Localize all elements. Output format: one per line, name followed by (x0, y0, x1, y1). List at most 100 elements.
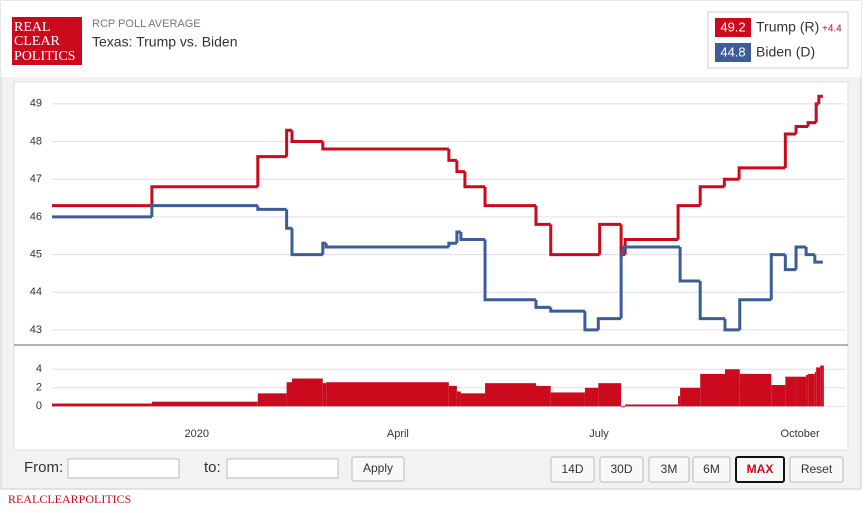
spread-area (286, 382, 292, 407)
line-step (794, 245, 807, 270)
line-step (678, 247, 701, 283)
line-step (596, 317, 622, 330)
kicker: RCP POLL AVERAGE (92, 18, 201, 30)
range-button[interactable] (550, 456, 595, 483)
range-button[interactable] (789, 456, 844, 483)
line-step (285, 128, 292, 157)
range-button[interactable] (599, 456, 644, 483)
line-step (459, 231, 486, 241)
spread-area (257, 393, 287, 407)
spread-area (485, 383, 536, 407)
line-step (723, 318, 740, 332)
spread-area (796, 376, 807, 407)
logo: CLEAR (14, 34, 61, 49)
line-step (783, 254, 797, 272)
x-tick-label: October (781, 428, 820, 440)
line-step (676, 204, 701, 240)
spread-area (785, 376, 797, 407)
line-step (598, 222, 622, 255)
line-step (290, 130, 323, 144)
range-label: Reset (801, 462, 833, 476)
line-step (722, 177, 740, 187)
line-step (290, 228, 323, 257)
spread-area (598, 383, 622, 407)
line-step (534, 299, 551, 309)
spread-area (625, 404, 679, 407)
legend-name: Biden (D) (756, 44, 815, 60)
spread-area (771, 385, 786, 407)
range-label: MAX (747, 462, 774, 476)
line-step (285, 209, 292, 230)
spread-label: +4.4 (822, 24, 842, 35)
legend-value: 44.8 (720, 44, 745, 59)
line-step (150, 204, 258, 217)
logo-box (12, 17, 82, 65)
spread-area (322, 383, 327, 407)
line-step (483, 186, 536, 208)
logo: POLITICS (14, 49, 75, 64)
spread-area (326, 382, 449, 407)
from-label: From: (24, 459, 63, 476)
y-tick-label: 48 (30, 135, 42, 147)
line-step (621, 245, 681, 255)
line-step (549, 224, 600, 257)
spread-area (822, 365, 824, 407)
y-tick-label: 4 (36, 363, 42, 375)
line-step (455, 160, 465, 174)
range-label: 6M (703, 462, 720, 476)
y-tick-label: 45 (30, 248, 42, 260)
spread-area (725, 369, 740, 407)
line-step (769, 253, 786, 300)
to-input[interactable] (226, 458, 339, 479)
line-step (549, 307, 585, 313)
apply-button[interactable] (351, 456, 405, 482)
spread-area (678, 396, 681, 407)
legend-name: Trump (R) (756, 19, 819, 35)
y-tick-label: 49 (30, 98, 42, 110)
range-label: 30D (610, 462, 632, 476)
spread-area (291, 378, 323, 407)
from-input[interactable] (67, 458, 180, 479)
y-tick-label: 47 (30, 173, 42, 185)
line-step (814, 102, 819, 123)
line-step (738, 298, 772, 330)
line-step (698, 280, 726, 321)
y-tick-label: 2 (36, 382, 42, 394)
line-step (321, 141, 449, 151)
line-step (806, 121, 817, 127)
spread-area (820, 365, 823, 407)
range-button[interactable] (648, 456, 690, 483)
line-step (623, 237, 679, 255)
spread-area (456, 391, 461, 407)
line-step (817, 94, 821, 104)
x-tick-label: July (589, 428, 609, 440)
y-tick-label: 46 (30, 211, 42, 223)
line-step (813, 254, 823, 264)
spread-area (584, 387, 599, 407)
range-label: 14D (561, 462, 583, 476)
range-button[interactable] (692, 456, 731, 483)
line-step (737, 166, 786, 180)
y-tick-label: 0 (36, 400, 42, 412)
line-step (150, 185, 258, 206)
spread-area (52, 403, 152, 407)
y-tick-label: 44 (30, 286, 42, 298)
spread-area (814, 372, 817, 407)
spread-area (816, 367, 821, 407)
line-step (804, 247, 815, 257)
spread-area (460, 393, 486, 407)
spread-area (151, 401, 258, 407)
line-step (794, 124, 809, 134)
legend-swatch (715, 43, 751, 62)
spread-area (535, 385, 551, 407)
footer: REALCLEARPOLITICS (8, 492, 131, 506)
line-step (583, 311, 599, 332)
logo: REAL (14, 20, 51, 35)
spread-area (808, 373, 815, 407)
spread-area (739, 373, 772, 407)
line-step (324, 243, 449, 249)
y-tick-label: 43 (30, 324, 42, 336)
range-button[interactable] (735, 456, 785, 483)
